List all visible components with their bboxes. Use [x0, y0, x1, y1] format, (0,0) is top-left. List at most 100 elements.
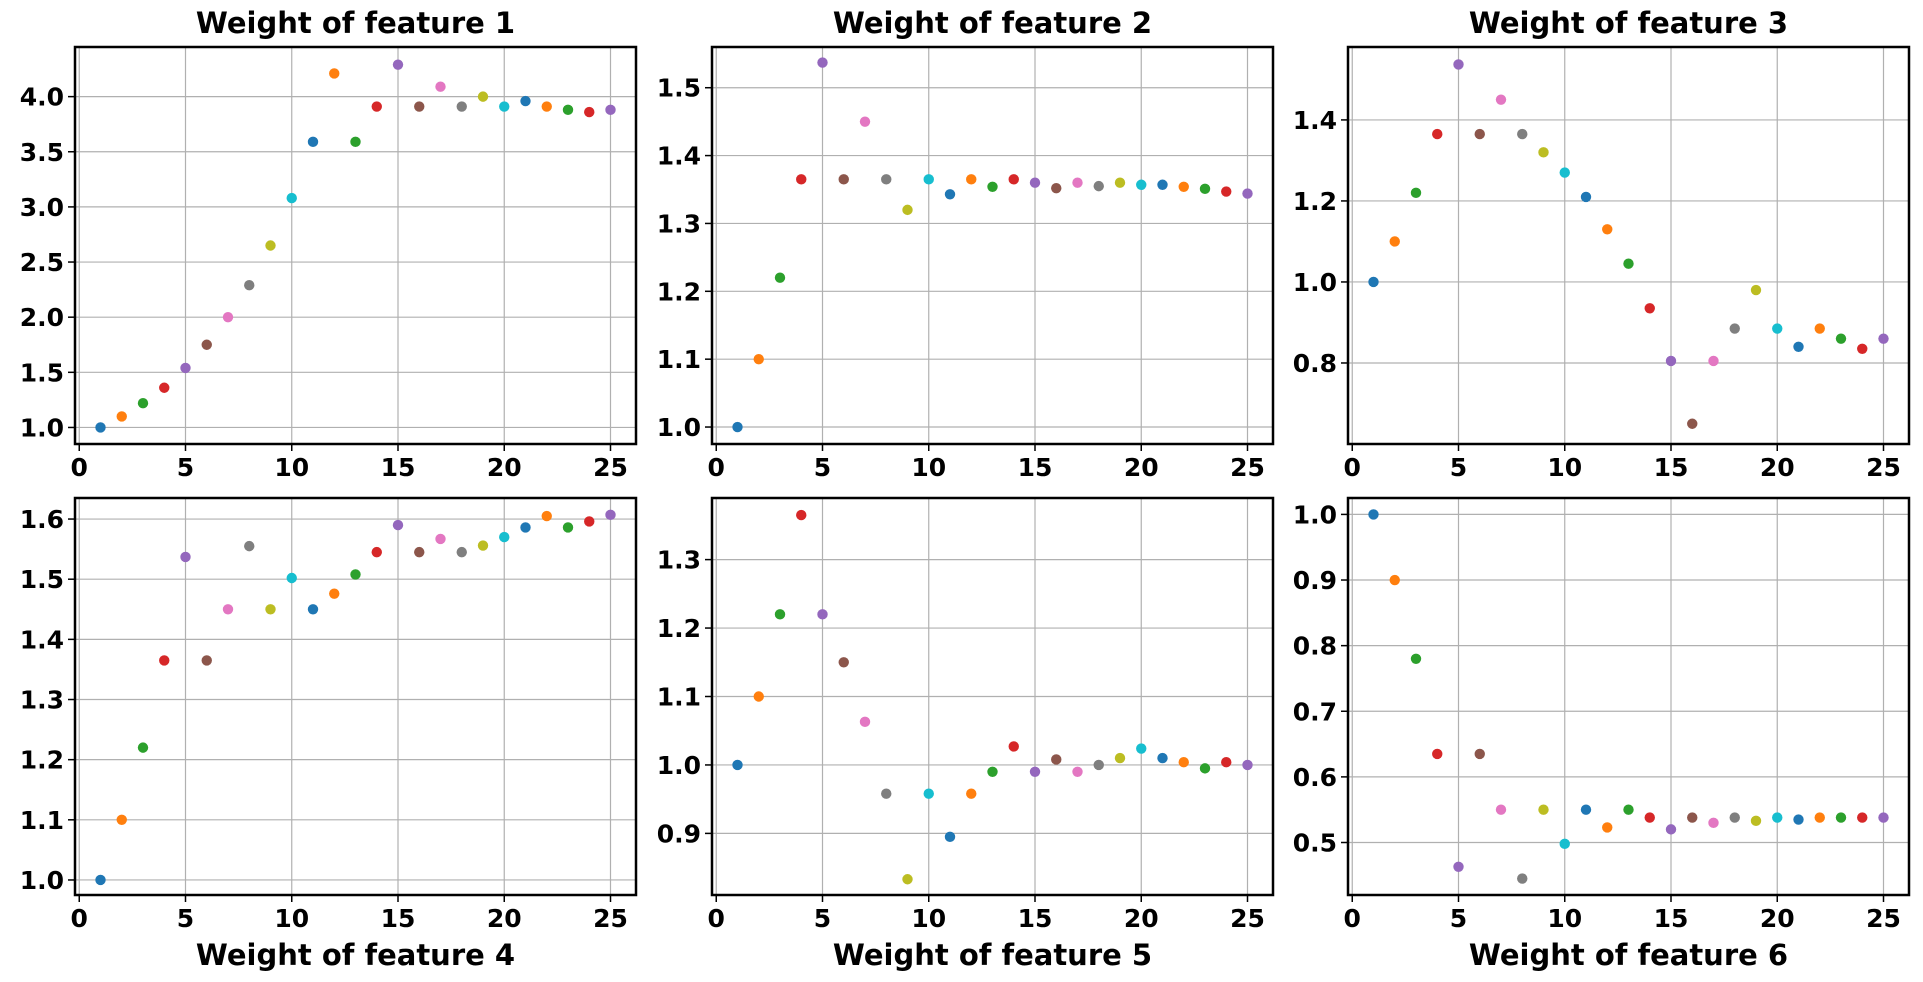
data-point: [1602, 822, 1613, 833]
data-point: [1857, 343, 1868, 355]
data-point: [95, 422, 106, 433]
data-point: [1029, 177, 1041, 188]
data-point: [1242, 188, 1253, 199]
data-point: [1580, 804, 1592, 815]
data-point: [1814, 812, 1825, 823]
x-tick-label: 15: [381, 904, 416, 933]
data-point: [137, 742, 149, 753]
data-point: [1093, 180, 1104, 192]
data-point: [1199, 763, 1211, 774]
data-point: [159, 655, 170, 666]
data-point: [1389, 236, 1400, 247]
data-point: [902, 874, 913, 885]
data-point: [1029, 766, 1041, 777]
x-tick-label: 5: [814, 453, 831, 482]
x-tick-label: 10: [1547, 904, 1582, 933]
data-point: [1368, 276, 1379, 288]
data-point: [456, 546, 467, 558]
x-tick-label: 15: [1018, 453, 1053, 482]
data-point: [1623, 804, 1634, 815]
data-point: [414, 546, 425, 558]
plot-frame: [73, 496, 638, 897]
data-point: [1242, 759, 1253, 771]
data-point: [1136, 743, 1147, 754]
data-point: [180, 362, 191, 374]
data-point: [95, 874, 106, 886]
x-axis-label: Weight of feature 5: [833, 938, 1152, 972]
data-point: [1708, 355, 1719, 367]
data-point: [584, 516, 595, 527]
y-tick-label: 1.1: [20, 806, 64, 835]
data-point: [1857, 812, 1868, 823]
data-point: [1432, 748, 1443, 760]
data-point: [1538, 804, 1549, 815]
data-point: [541, 101, 552, 112]
plot-frame: [73, 45, 638, 446]
y-tick-label: 1.0: [20, 866, 64, 895]
data-point: [371, 546, 382, 558]
x-tick-label: 20: [1760, 904, 1795, 933]
plot-frame: [1346, 45, 1911, 446]
data-point: [1157, 752, 1168, 764]
y-tick-label: 0.8: [1293, 349, 1337, 378]
data-point: [1157, 179, 1168, 190]
y-tick-label: 1.2: [1293, 187, 1337, 216]
data-point: [838, 657, 849, 668]
x-tick-label: 10: [1547, 453, 1582, 482]
data-point: [1199, 183, 1211, 195]
panel-2: 0 5 10 15 20 25 1.0 1.1 1.2 1.3 1.4 1.5 Weight of fe…: [657, 6, 1275, 482]
data-point: [923, 174, 934, 185]
data-point: [222, 604, 234, 615]
data-point: [817, 57, 828, 68]
x-tick-label: 25: [1866, 453, 1901, 482]
y-tick-label: 1.0: [1293, 500, 1337, 529]
data-point: [605, 104, 616, 116]
plot-frame: [710, 45, 1275, 446]
data-point: [1178, 181, 1189, 192]
data-point: [499, 101, 510, 112]
x-tick-label: 0: [708, 904, 725, 933]
y-tick-label: 1.1: [657, 345, 701, 374]
x-tick-label: 0: [71, 453, 88, 482]
data-point: [1474, 128, 1485, 140]
y-tick-label: 2.0: [20, 303, 64, 332]
data-point: [307, 136, 319, 148]
data-point: [265, 604, 276, 615]
data-point: [944, 831, 956, 843]
y-tick-label: 3.0: [20, 193, 64, 222]
data-point: [1093, 759, 1104, 771]
panel-title: Weight of feature 2: [833, 6, 1152, 40]
data-point: [1835, 812, 1847, 823]
data-point: [1538, 147, 1549, 158]
y-tick-label: 1.3: [20, 686, 64, 715]
data-point: [1474, 748, 1485, 760]
y-tick-label: 1.0: [657, 751, 701, 780]
y-tick-label: 1.6: [20, 505, 64, 534]
data-point: [817, 609, 828, 620]
data-point: [562, 522, 574, 533]
plot-frame: [1346, 496, 1911, 897]
data-point: [859, 716, 871, 728]
data-point: [1495, 94, 1507, 105]
x-tick-label: 20: [487, 904, 522, 933]
data-point: [520, 522, 531, 533]
data-point: [923, 788, 934, 799]
data-point: [244, 280, 255, 291]
data-point: [1793, 814, 1804, 825]
x-tick-label: 25: [1230, 904, 1265, 933]
y-tick-label: 0.6: [1293, 763, 1337, 792]
y-tick-label: 1.4: [20, 625, 64, 654]
y-tick-label: 1.4: [1293, 106, 1337, 135]
data-point: [584, 106, 595, 118]
data-point: [1687, 418, 1698, 429]
x-tick-label: 20: [1124, 453, 1159, 482]
data-point: [180, 551, 191, 563]
panel-1: 0 5 10 15 20 25 1.0 1.5 2.0 2.5 3.0 3.5 4.0 Weight of…: [20, 6, 638, 482]
x-tick-label: 5: [1450, 904, 1467, 933]
y-tick-label: 0.9: [657, 819, 701, 848]
data-point: [541, 510, 552, 522]
data-point: [1453, 861, 1464, 872]
y-tick-label: 1.3: [657, 209, 701, 238]
data-point: [1389, 574, 1400, 586]
